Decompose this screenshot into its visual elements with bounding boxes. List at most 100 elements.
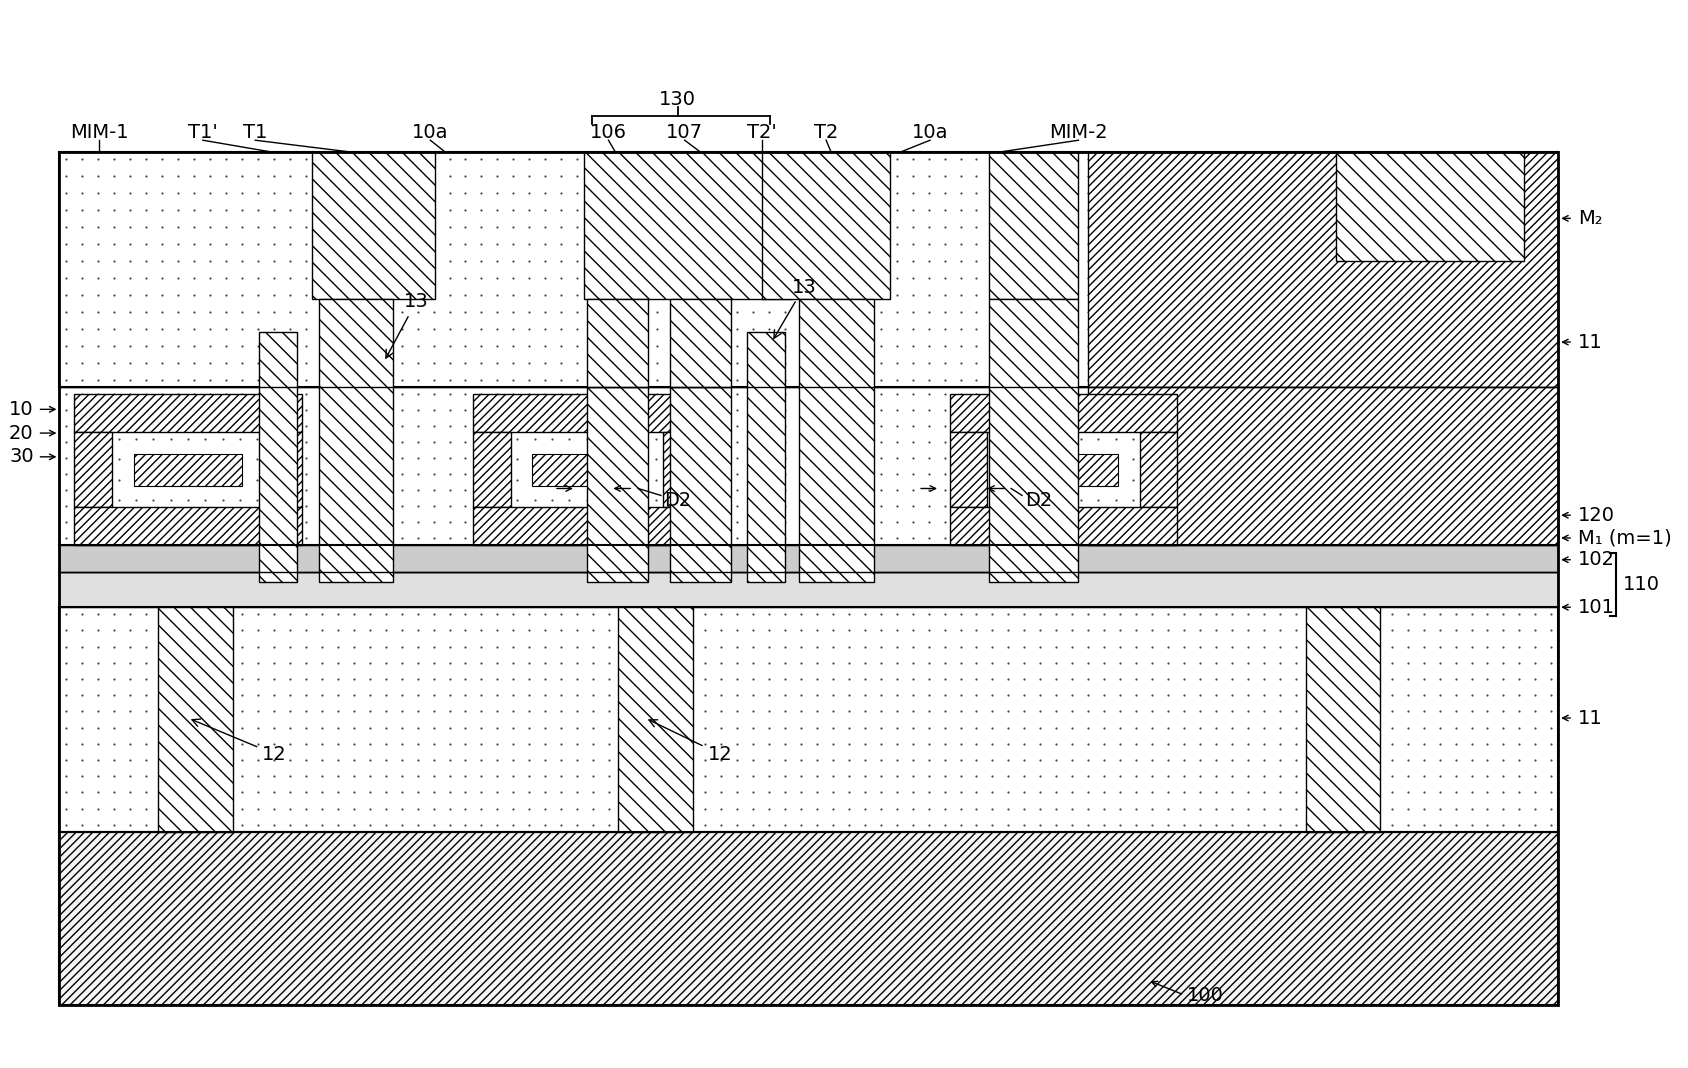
Point	[1523, 768, 1550, 785]
Point	[181, 202, 208, 219]
Point	[947, 671, 974, 688]
Point	[900, 498, 927, 515]
Point	[1347, 151, 1374, 168]
Point	[1377, 202, 1404, 219]
Point	[1155, 671, 1182, 688]
Point	[1058, 151, 1085, 168]
Point	[1155, 269, 1182, 286]
Point	[403, 800, 430, 817]
Point	[84, 218, 111, 235]
Point	[628, 482, 655, 499]
Point	[101, 719, 128, 736]
Point	[1491, 816, 1518, 833]
Point	[1315, 768, 1342, 785]
Point	[1278, 235, 1305, 252]
Point	[1330, 606, 1357, 623]
Point	[771, 151, 798, 168]
Point	[538, 451, 565, 468]
Point	[1219, 719, 1246, 736]
Point	[739, 303, 766, 320]
Point	[675, 768, 702, 785]
Point	[675, 252, 702, 269]
Point	[1347, 687, 1374, 704]
Point	[1523, 151, 1550, 168]
Point	[388, 450, 415, 467]
Point	[1266, 269, 1293, 286]
Text: MIM-2: MIM-2	[1050, 123, 1107, 142]
Point	[228, 418, 255, 435]
Point	[851, 418, 878, 435]
Point	[1058, 482, 1085, 499]
Point	[803, 466, 830, 483]
Point	[739, 235, 766, 252]
Point	[947, 418, 974, 435]
Point	[564, 622, 591, 639]
Point	[1114, 320, 1141, 337]
Point	[420, 784, 447, 801]
Point	[105, 451, 132, 468]
Point	[1114, 168, 1141, 185]
Point	[213, 218, 240, 235]
Point	[260, 784, 287, 801]
Point	[324, 466, 351, 483]
Point	[947, 320, 974, 337]
Point	[915, 752, 942, 769]
Point	[836, 450, 863, 467]
Point	[1423, 185, 1450, 202]
Point	[1090, 202, 1117, 219]
Point	[468, 719, 495, 736]
Point	[692, 606, 719, 623]
Point	[1261, 303, 1288, 320]
Text: 12: 12	[648, 720, 733, 764]
Point	[1090, 638, 1117, 655]
Point	[1472, 320, 1499, 337]
Point	[1472, 371, 1499, 388]
Point	[836, 371, 863, 388]
Point	[403, 498, 430, 515]
Point	[1251, 530, 1278, 547]
Point	[84, 202, 111, 219]
Point	[962, 784, 989, 801]
Point	[979, 703, 1006, 720]
Point	[1219, 168, 1246, 185]
Point	[994, 286, 1021, 303]
Point	[724, 800, 751, 817]
Point	[643, 151, 670, 168]
Point	[1440, 168, 1467, 185]
Point	[707, 498, 734, 515]
Point	[356, 400, 383, 418]
Point	[277, 235, 304, 252]
Point	[1330, 768, 1357, 785]
Point	[517, 151, 544, 168]
Point	[1442, 168, 1469, 185]
Point	[883, 466, 910, 483]
Point	[1472, 168, 1499, 185]
Point	[1347, 418, 1374, 435]
Point	[226, 492, 253, 509]
Point	[591, 451, 618, 468]
Point	[1180, 168, 1207, 185]
Point	[643, 286, 670, 303]
Point	[371, 384, 398, 402]
Point	[1440, 355, 1467, 372]
Point	[1251, 269, 1278, 286]
Point	[532, 719, 559, 736]
Point	[1394, 514, 1421, 531]
Point	[771, 202, 798, 219]
Point	[1491, 418, 1518, 435]
Point	[564, 400, 591, 418]
Point	[1187, 320, 1214, 337]
Point	[756, 752, 783, 769]
Point	[962, 400, 989, 418]
Point	[1123, 418, 1150, 435]
Point	[403, 202, 430, 219]
Point	[1234, 286, 1261, 303]
Point	[596, 286, 623, 303]
Point	[468, 400, 495, 418]
Point	[1163, 303, 1190, 320]
Point	[324, 286, 351, 303]
Point	[1489, 337, 1516, 355]
Point	[803, 752, 830, 769]
Point	[803, 384, 830, 402]
Point	[69, 384, 96, 402]
